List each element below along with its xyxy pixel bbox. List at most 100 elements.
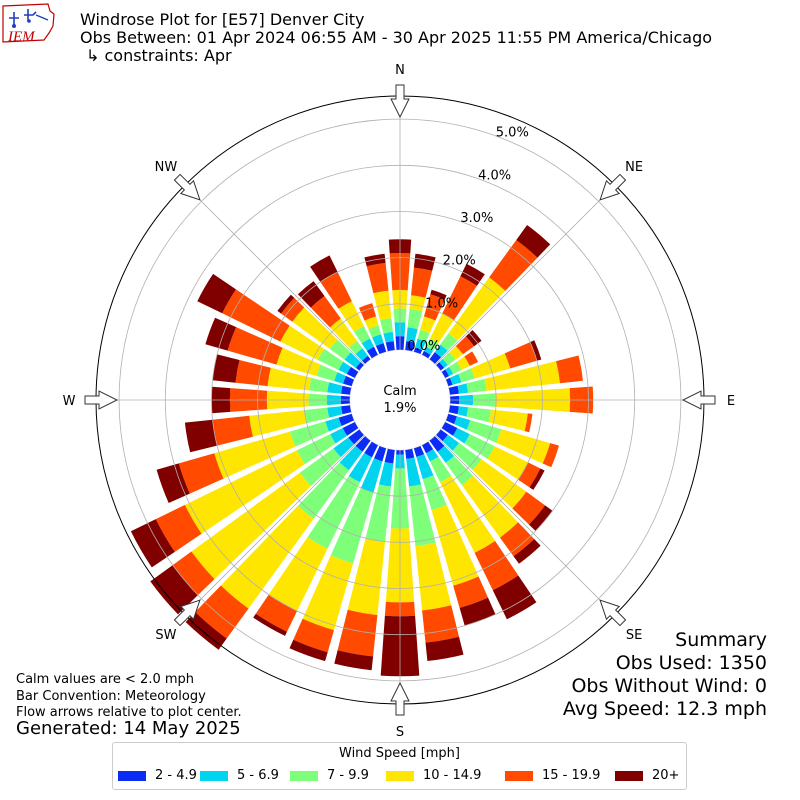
summary-obs-without-wind: Obs Without Wind: 0 bbox=[571, 675, 767, 697]
wind-bar-segment bbox=[334, 372, 346, 384]
wind-bar-segment bbox=[405, 448, 415, 459]
flow-arrows-note: Flow arrows relative to plot center. bbox=[16, 705, 242, 720]
wind-bar-segment bbox=[449, 361, 462, 374]
chart-subtitle: Obs Between: 01 Apr 2024 06:55 AM - 30 A… bbox=[80, 28, 713, 47]
wind-bar-segment bbox=[430, 289, 447, 300]
flow-arrow-icon bbox=[390, 681, 410, 716]
wind-bar-segment bbox=[429, 436, 445, 452]
wind-bar-segment bbox=[421, 350, 431, 359]
logo-text: IEM bbox=[7, 29, 36, 45]
wind-bar-segment bbox=[429, 352, 442, 364]
wind-bar-segment bbox=[308, 377, 330, 393]
wind-bar-segment bbox=[426, 449, 439, 462]
wind-bar-segment bbox=[293, 618, 334, 653]
wind-bar-segment bbox=[489, 240, 538, 291]
wind-bar-segment bbox=[430, 313, 454, 344]
wind-bar-segment bbox=[415, 338, 426, 351]
wind-bar-segment bbox=[220, 505, 314, 609]
wind-bar-segment bbox=[405, 341, 415, 352]
wind-bar-segment bbox=[156, 463, 190, 503]
wind-bar-segment bbox=[529, 468, 545, 490]
wind-bar-segment bbox=[297, 462, 349, 519]
wind-bar-segment bbox=[407, 308, 423, 330]
wind-bar-segment bbox=[452, 443, 482, 470]
wind-bar-segment bbox=[130, 519, 175, 568]
wind-bar-segment bbox=[496, 429, 551, 464]
wind-bar-segment bbox=[516, 225, 551, 258]
wind-bar-segment bbox=[464, 434, 495, 459]
wind-bar-segment bbox=[445, 366, 454, 377]
wind-bar-segment bbox=[178, 453, 224, 494]
calm-value: 1.9% bbox=[383, 401, 416, 416]
compass-label: E bbox=[727, 394, 735, 409]
wind-bar-segment bbox=[434, 344, 448, 358]
wind-bar-segment bbox=[452, 428, 470, 444]
calm-definition: Calm values are < 2.0 mph bbox=[16, 672, 195, 687]
wind-bar-segment bbox=[466, 407, 492, 423]
wind-bar-segment bbox=[442, 352, 456, 366]
wind-bar-segment bbox=[330, 487, 374, 564]
wind-bar-segment bbox=[556, 355, 583, 384]
wind-bar-segment bbox=[448, 277, 506, 341]
compass-label: S bbox=[396, 725, 404, 740]
wind-bar-segment bbox=[289, 421, 329, 447]
legend-swatch bbox=[118, 771, 146, 781]
radial-tick-label: 0.0% bbox=[407, 339, 440, 354]
flow-arrow-icon bbox=[84, 390, 119, 410]
wind-bar-segment bbox=[339, 445, 363, 471]
iem-logo: IEM bbox=[2, 3, 55, 45]
angular-gridline bbox=[184, 184, 365, 365]
wind-bar-segment bbox=[474, 541, 519, 591]
angular-gridline bbox=[435, 435, 616, 616]
wind-bar-segment bbox=[457, 406, 469, 417]
wind-bar-segment bbox=[212, 415, 253, 446]
radial-tick-label: 1.0% bbox=[425, 296, 458, 311]
flow-arrow-icon bbox=[390, 84, 410, 119]
wind-bar-segment bbox=[542, 443, 559, 468]
wind-bar-segment bbox=[296, 434, 336, 465]
wind-bar-segment bbox=[297, 281, 325, 308]
wind-bar-segment bbox=[440, 333, 458, 351]
calm-circle bbox=[350, 350, 450, 450]
wind-bar-segment bbox=[299, 448, 341, 487]
wind-bar-segment bbox=[330, 428, 348, 444]
compass-label: N bbox=[395, 63, 405, 78]
wind-bar-segment bbox=[334, 650, 374, 671]
compass-label: SW bbox=[155, 628, 176, 643]
wind-bar-segment bbox=[362, 355, 371, 364]
wind-bar-segment bbox=[348, 452, 372, 483]
wind-bar-segment bbox=[327, 382, 343, 394]
wind-bar-segment bbox=[374, 445, 387, 462]
wind-bar-segment bbox=[459, 597, 496, 626]
wind-bar-segment bbox=[406, 327, 418, 343]
wind-bar-segment bbox=[471, 353, 511, 379]
flow-arrow-icon bbox=[599, 599, 627, 627]
wind-bar-segment bbox=[409, 295, 426, 312]
wind-bar-segment bbox=[441, 369, 450, 379]
wind-bar-segment bbox=[155, 504, 202, 552]
wind-bar-segment bbox=[330, 318, 357, 348]
wind-bar-segment bbox=[415, 542, 452, 611]
wind-bar-segment bbox=[379, 462, 394, 487]
wind-bar-segment bbox=[442, 276, 477, 321]
wind-bar-segment bbox=[439, 358, 448, 368]
wind-bar-segment bbox=[512, 491, 546, 525]
wind-bar-segment bbox=[372, 334, 384, 346]
legend-label: 20+ bbox=[652, 768, 680, 783]
legend-label: 15 - 19.9 bbox=[542, 768, 601, 783]
wind-bar-segment bbox=[462, 475, 519, 538]
legend-swatch bbox=[200, 771, 228, 781]
wind-bar-segment bbox=[425, 636, 464, 661]
wind-bar-segment bbox=[442, 434, 460, 451]
constraints-text: ↳ constraints: Apr bbox=[86, 46, 232, 65]
wind-bar-segment bbox=[349, 340, 363, 355]
wind-bar-segment bbox=[518, 462, 541, 488]
wind-bar-segment bbox=[338, 413, 355, 426]
wind-bar-segment bbox=[277, 294, 295, 314]
radial-tick-label: 4.0% bbox=[478, 168, 511, 183]
legend-label: 10 - 14.9 bbox=[423, 768, 482, 783]
wind-bar-segment bbox=[366, 263, 389, 294]
wind-bar-segment bbox=[227, 327, 283, 365]
wind-bar-segment bbox=[338, 361, 351, 374]
wind-bar-segment bbox=[441, 421, 458, 436]
